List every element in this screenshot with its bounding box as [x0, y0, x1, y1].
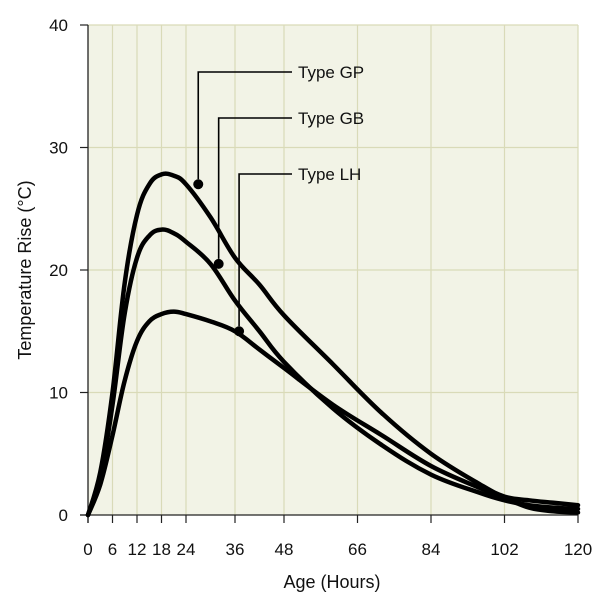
x-tick-label: 0 [83, 540, 92, 559]
series-marker-type-lh [234, 326, 245, 337]
y-tick-label: 0 [59, 506, 68, 525]
legend-callouts: Type GP Type GB Type LH [193, 63, 364, 337]
x-axis-title: Age (Hours) [283, 572, 380, 592]
y-axis-title: Temperature Rise (°C) [15, 180, 35, 359]
series-marker-type-gb [213, 258, 224, 269]
legend-label-type-gb: Type GB [298, 109, 364, 128]
x-tick-label: 102 [490, 540, 518, 559]
y-tick-label: 40 [49, 16, 68, 35]
legend-label-type-lh: Type LH [298, 165, 361, 184]
x-tick-label: 36 [226, 540, 245, 559]
x-tick-label: 120 [564, 540, 592, 559]
series-marker-type-gp [193, 179, 204, 190]
legend-label-type-gp: Type GP [298, 63, 364, 82]
y-tick-label: 20 [49, 261, 68, 280]
series-line-type-gb [85, 227, 581, 518]
x-tick-label: 24 [177, 540, 196, 559]
axes [80, 24, 579, 523]
x-tick-label: 6 [108, 540, 117, 559]
callout-line-type-gb [217, 117, 292, 259]
x-tick-label: 66 [348, 540, 367, 559]
grid-lines [88, 24, 579, 515]
y-tick-label: 10 [49, 384, 68, 403]
x-tick-label: 48 [275, 540, 294, 559]
callout-line-type-gp [197, 71, 292, 180]
y-tick-label: 30 [49, 139, 68, 158]
x-tick-label: 12 [128, 540, 147, 559]
callout-line-type-lh [238, 173, 292, 327]
x-tick-label: 84 [422, 540, 441, 559]
x-tick-label: 18 [152, 540, 171, 559]
